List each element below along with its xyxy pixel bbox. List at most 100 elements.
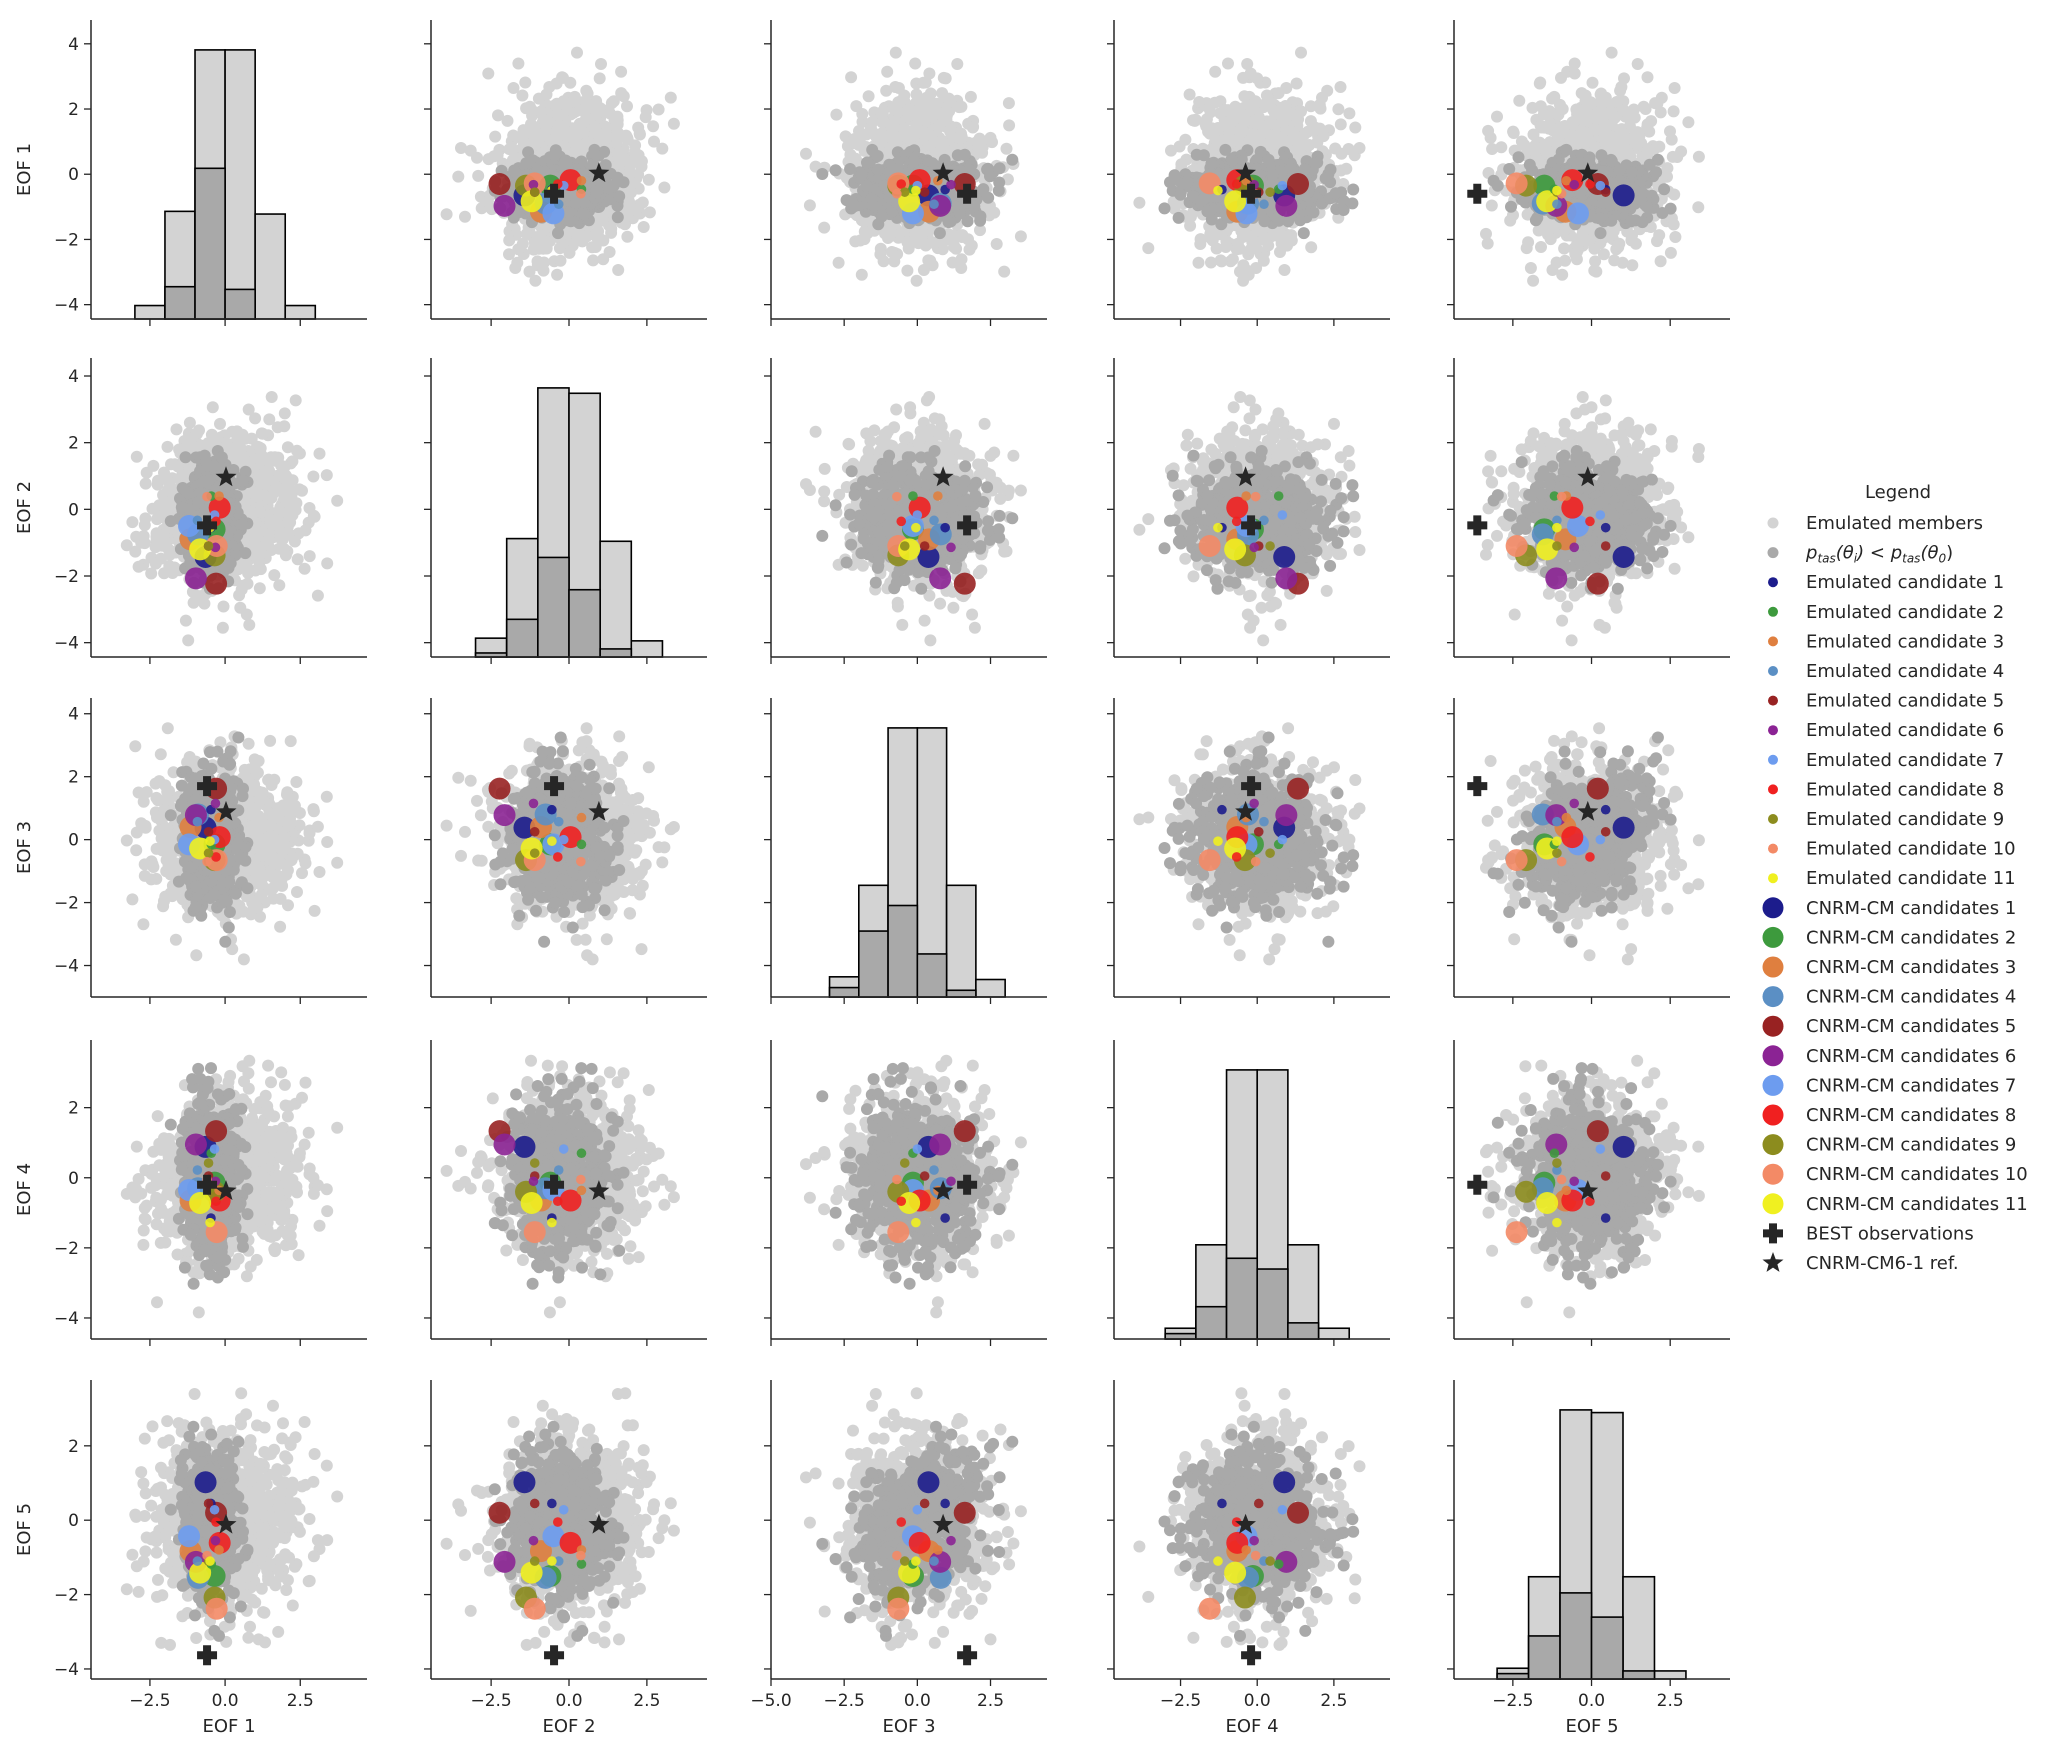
emulated-candidate-10-point [576,188,586,199]
emulated-member-point [633,127,646,140]
emulated-member-point [885,227,898,240]
emulated-member-point [923,67,936,80]
emulated-member-point [1303,139,1316,151]
emulated-member-point [882,130,895,143]
emulated-member-point [1184,219,1197,232]
emulated-member-point [618,153,631,166]
emulated-member-point [902,237,915,250]
emulated-member-point [589,123,602,136]
histogram-bar-subset [164,285,196,320]
emulated-member-point [909,57,922,70]
histogram-bar-all [254,213,287,320]
subset-point [1297,227,1310,240]
subset-point [867,199,880,212]
cnrm-candidate-6-point [493,194,516,217]
cnrm-candidate-5-point [488,173,511,196]
emulated-member-point [593,72,606,85]
emulated-member-point [1222,57,1234,70]
emulated-member-point [911,107,924,120]
emulated-member-point [1249,97,1262,110]
emulated-member-point [967,120,980,133]
emulated-member-point [1335,147,1348,160]
emulated-member-point [551,268,564,281]
emulated-candidate-3-point [576,175,587,186]
emulated-member-point [455,142,467,154]
emulated-member-point [1223,120,1236,132]
emulated-member-point [543,81,556,93]
emulated-member-point [948,241,960,253]
emulated-member-point [580,230,593,243]
subset-point [1158,202,1171,215]
emulated-candidate-6-point [946,179,956,190]
emulated-member-point [803,199,816,212]
emulated-member-point [1295,46,1307,59]
emulated-member-point [944,96,957,108]
subset-point [866,143,879,156]
emulated-candidate-11-point [911,185,921,196]
emulated-member-point [612,264,625,276]
emulated-member-point [1257,233,1270,246]
emulated-member-point [922,128,935,141]
emulated-member-point [896,129,909,142]
emulated-member-point [576,126,589,139]
histogram-bar-all [134,304,166,320]
emulated-member-point [615,65,628,78]
subset-point [589,148,602,161]
emulated-member-point [1282,230,1295,243]
emulated-member-point [908,129,921,142]
emulated-member-point [648,135,660,148]
emulated-member-point [561,130,574,143]
emulated-member-point [1244,243,1257,256]
emulated-member-point [1248,114,1261,127]
emulated-member-point [889,114,902,127]
subset-point [578,208,591,221]
subset-point [1347,183,1360,196]
emulated-member-point [472,169,485,182]
emulated-member-point [1343,107,1356,120]
subset-point [981,162,994,175]
subset-point [933,227,946,240]
subset-point [611,211,624,224]
subset-point [961,215,974,228]
emulated-member-point [876,107,889,120]
emulated-member-point [1244,67,1257,80]
histogram-bar-subset [224,288,256,320]
emulated-member-point [629,146,641,159]
y-tick-label: 2 [68,100,79,120]
emulated-member-point [652,103,665,116]
emulated-member-point [1214,107,1227,120]
emulated-member-point [885,246,898,258]
emulated-member-point [519,76,532,89]
subset-point [848,200,861,213]
emulated-member-point [1290,77,1303,90]
emulated-member-point [1183,88,1196,101]
emulated-member-point [482,153,495,166]
subset-point [508,164,521,177]
emulated-member-point [621,100,633,113]
emulated-member-point [1235,123,1248,136]
emulated-member-point [621,230,634,243]
emulated-member-point [617,90,630,103]
emulated-member-point [964,90,977,103]
emulated-candidate-9-point [529,187,540,197]
emulated-member-point [516,237,529,250]
emulated-member-point [580,111,593,124]
panel-eof1-vs-eof2 [424,20,707,326]
emulated-member-point [589,241,602,253]
emulated-member-point [845,71,858,84]
y-tick-label: −4 [54,296,79,316]
emulated-member-point [531,255,544,268]
histogram-bar-all [224,49,256,320]
emulated-member-point [1194,238,1207,250]
emulated-member-point [1321,84,1334,97]
emulated-member-point [1278,264,1291,276]
emulated-member-point [854,234,867,247]
emulated-member-point [1223,130,1235,143]
emulated-member-point [647,120,660,133]
emulated-member-point [910,274,923,287]
subset-point [860,180,873,193]
emulated-member-point [664,91,677,104]
emulated-member-point [951,58,964,70]
emulated-member-point [1249,129,1262,142]
emulated-member-point [963,243,976,256]
